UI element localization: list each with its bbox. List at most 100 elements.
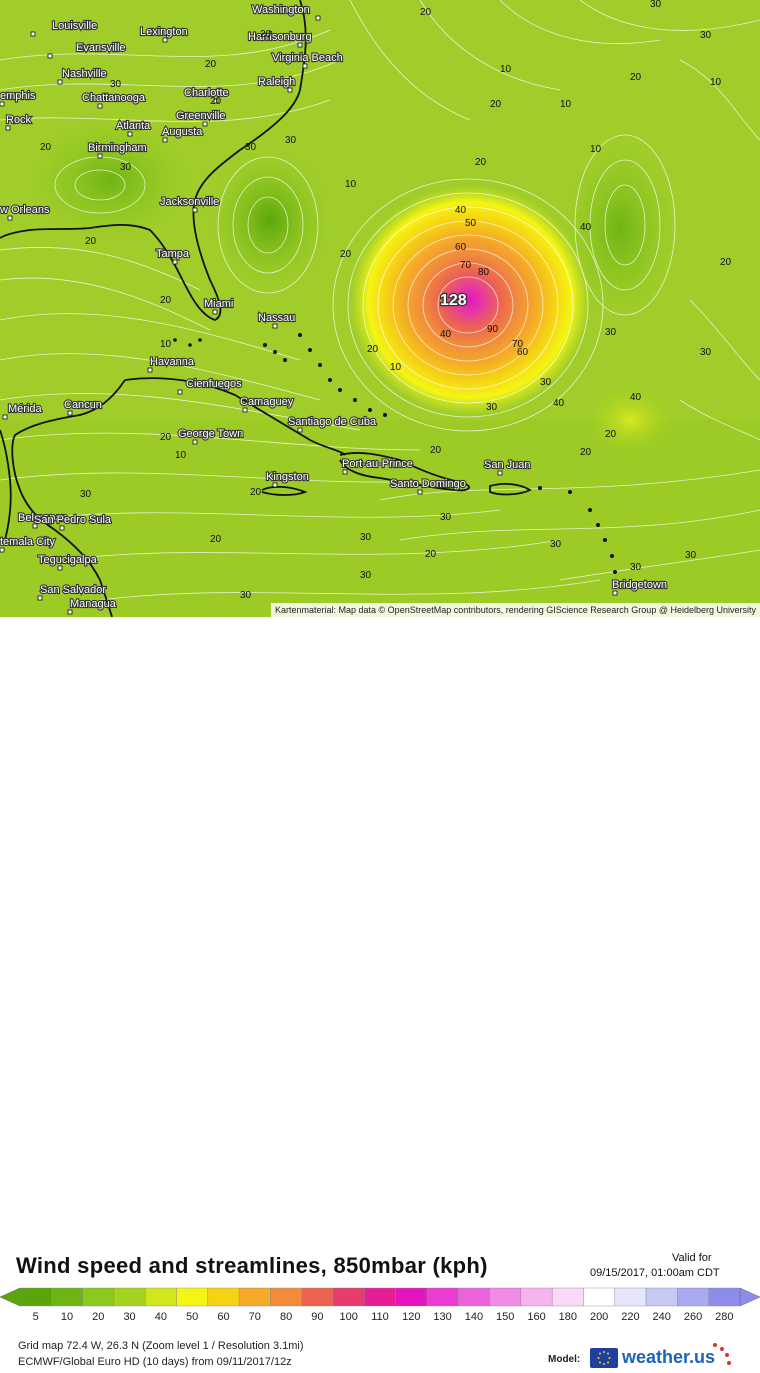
hispaniola-coastline [339,452,470,492]
scale-swatch [458,1287,490,1307]
isotach-label: 20 [720,257,732,268]
city-marker [57,79,63,85]
model-info: ECMWF/Global Euro HD (10 days) from 09/1… [18,1356,292,1368]
scale-swatch [520,1287,553,1307]
valid-label: Valid for [672,1252,712,1264]
us-coastline [0,0,307,321]
city-marker [417,489,423,495]
jamaica-coastline [261,485,308,496]
isotach-label: 20 [160,432,172,443]
isotach-label: 30 [550,539,562,550]
scale-swatch [645,1287,678,1307]
isotach-label: 40 [440,329,452,340]
color-scale-ticks: 5 10 20 30 40 50 60 70 80 90 100 110 120 130 140 150 160… [0,1311,760,1327]
isotach-label: 30 [540,377,552,388]
isotach-label: 20 [40,142,52,153]
scale-swatch [426,1287,459,1307]
scale-swatch [708,1287,741,1307]
yucatan-border [0,429,12,541]
city-marker [342,469,348,475]
scale-tick-label: 20 [92,1311,105,1323]
city-marker [213,98,219,104]
city-label: emphis [0,90,36,102]
city-label: San Pedro Sula [34,514,112,526]
grid-info: Grid map 72.4 W, 26.3 N (Zoom level 1 / … [18,1340,304,1352]
scale-swatch [301,1287,334,1307]
city-label: Chattanooga [82,92,146,104]
scale-tick-label: 120 [402,1311,421,1323]
city-marker [37,595,43,601]
scale-swatch [82,1287,115,1307]
isotach-label: 10 [500,64,512,75]
city-marker [202,121,208,127]
city-marker [97,153,103,159]
city-label: Nashville [62,68,107,80]
isotach-label: 90 [487,324,499,335]
city-label: Harrisonburg [248,31,312,43]
isotach-label: 60 [455,242,467,253]
isotach-label: 20 [260,29,272,40]
city-marker [272,323,278,329]
scale-swatch [395,1287,428,1307]
city-labels: Washington Louisville Lexington Evansville H… [0,3,668,611]
scale-swatch [677,1287,709,1307]
city-label: George Town [178,428,243,440]
city-label: Santo Domingo [390,478,466,490]
isotach-label: 20 [340,249,352,260]
isotach-label: 30 [650,0,662,10]
scale-tick-label: 160 [527,1311,546,1323]
isotach-label: 30 [110,79,122,90]
isotach-label: 30 [120,162,132,173]
city-label: Jacksonville [160,196,219,208]
isotach-label: 80 [478,267,490,278]
isotach-label: 20 [430,445,442,456]
city-marker [97,103,103,109]
isotach-label: 30 [685,550,697,561]
city-label: Nassau [258,312,295,324]
city-label: Raleigh [258,76,295,88]
scale-swatch [332,1287,365,1307]
isotach-label: 10 [160,339,172,350]
coastlines [0,0,532,617]
isotach-label: 30 [486,402,498,413]
scale-tick-label: 140 [464,1311,484,1323]
wind-map[interactable]: Washington Louisville Lexington Evansville H… [0,0,760,617]
city-label: Birmingham [88,142,147,154]
city-label: Cienfuegos [186,378,242,390]
brand-logo[interactable]: weather.us [622,1347,716,1367]
scale-swatch [145,1287,177,1307]
scale-swatch [207,1287,240,1307]
isotach-label: 30 [440,512,452,523]
city-label: Cancun [64,399,102,411]
isotach-label: 30 [630,562,642,573]
isotach-label: 20 [425,549,437,560]
city-label: Port-au-Prince [342,458,413,470]
scale-tick-label: 280 [715,1311,734,1323]
chart-title: Wind speed and streamlines, 850mbar (kph… [16,1253,488,1278]
scale-tick-label: 60 [217,1311,230,1323]
scale-tick-label: 110 [371,1311,389,1323]
isotach-label: 60 [517,347,529,358]
city-marker [47,53,53,59]
city-label: Tegucigalpa [38,554,98,566]
low-wind-zone [30,120,190,240]
hurricane-wind-field [350,185,590,415]
city-label: Mérida [8,403,43,415]
scale-tick-label: 10 [60,1311,74,1323]
isotach-label: 20 [85,236,97,247]
city-marker [30,31,36,37]
scale-tick-label: 5 [32,1311,39,1323]
scale-tick-label: 40 [154,1311,167,1323]
puerto-rico-coastline [489,483,532,496]
city-label: Tampa [156,248,190,260]
isotach-label: 30 [700,347,712,358]
scale-arrow-low [0,1287,21,1307]
city-marker [272,482,278,488]
isotach-label: 30 [240,590,252,601]
city-marker [287,87,293,93]
city-label: Virginia Beach [272,52,343,64]
isotach-label: 70 [460,260,472,271]
mexico-central-america-coastline [11,379,126,617]
map-attribution[interactable]: Kartenmaterial: Map data © OpenStreetMap… [271,603,760,617]
isotach-label: 30 [360,570,372,581]
